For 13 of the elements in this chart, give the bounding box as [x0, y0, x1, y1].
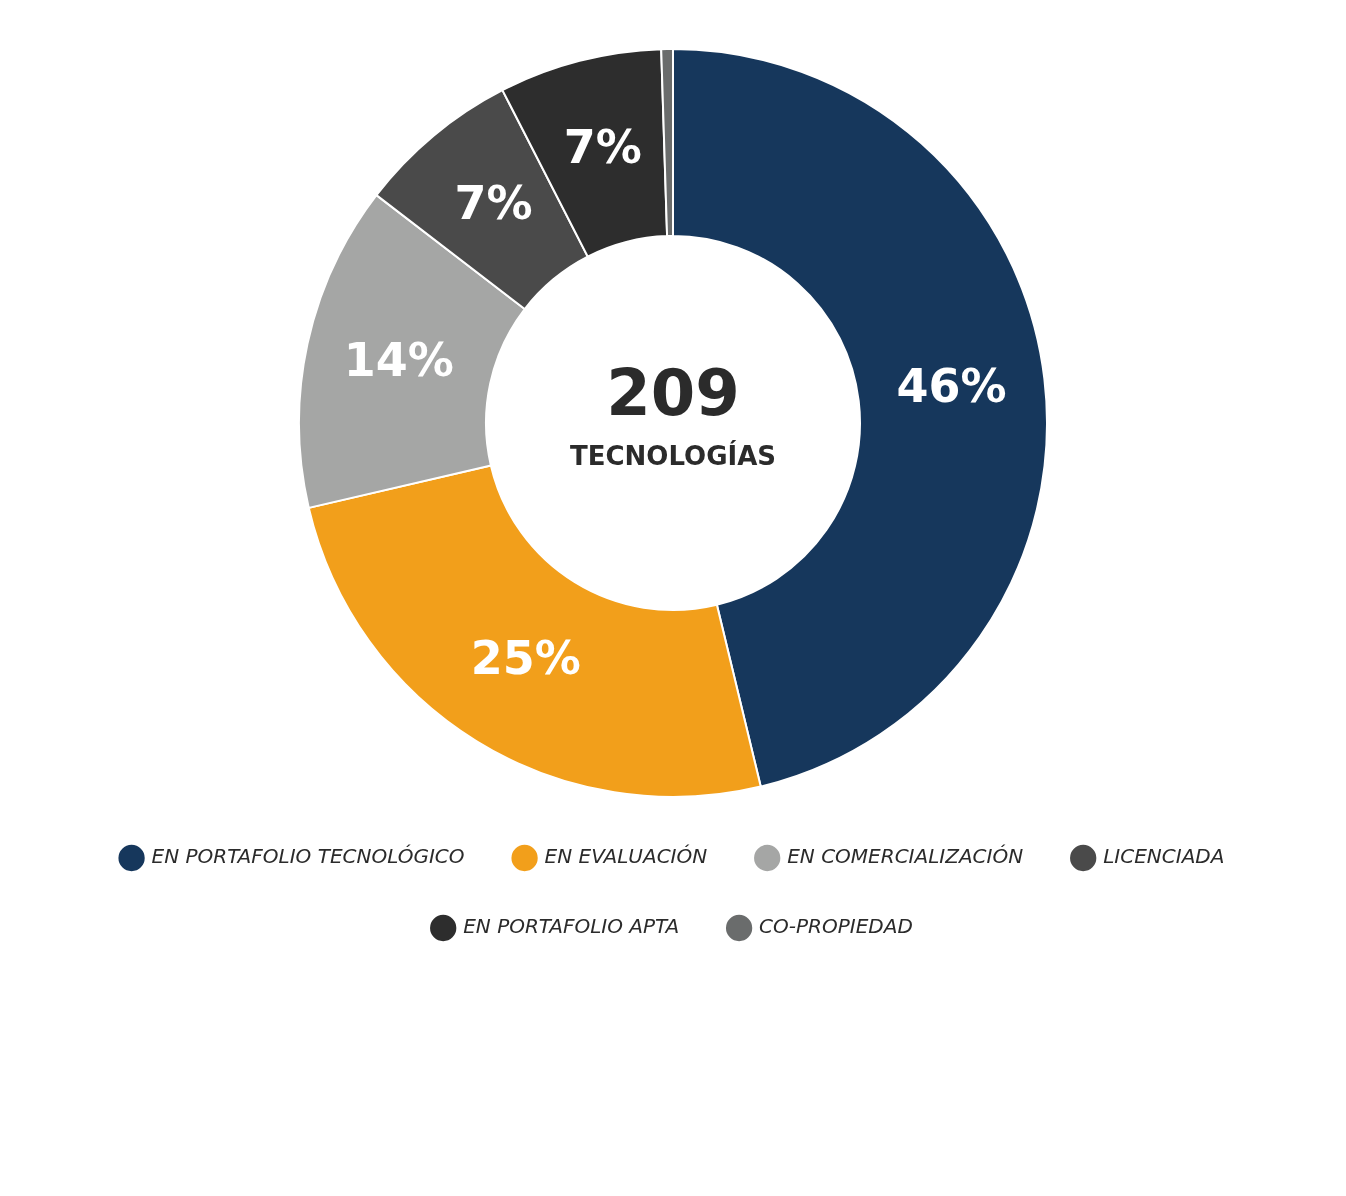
- legend-label: CO-PROPIEDAD: [759, 914, 913, 939]
- data-label: 7%: [563, 120, 642, 175]
- legend-label: EN EVALUACIÓN: [544, 844, 708, 869]
- legend-label: EN PORTAFOLIO APTA: [463, 914, 680, 939]
- text: TECNOLOGÍAS: [569, 439, 777, 471]
- legend-label: LICENCIADA: [1103, 844, 1225, 869]
- legend-label: EN COMERCIALIZACIÓN: [787, 844, 1024, 869]
- data-label: 14%: [343, 332, 454, 387]
- data-label: 46%: [896, 358, 1007, 413]
- data-label: 25%: [470, 630, 581, 685]
- data-label: 7%: [454, 176, 533, 231]
- text: 209: [606, 355, 740, 430]
- legend-label: EN PORTAFOLIO TECNOLÓGICO: [151, 844, 465, 869]
